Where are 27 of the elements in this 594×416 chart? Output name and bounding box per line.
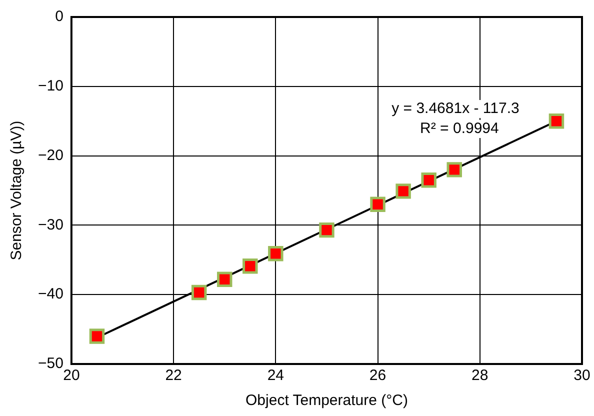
x-tick-label: 28 — [472, 367, 488, 384]
y-tick-label: −50 — [38, 355, 64, 372]
point — [548, 113, 564, 129]
x-tick-label: 26 — [369, 367, 386, 384]
annotation: y = 3.4681x - 117.3 — [392, 100, 520, 118]
annotation: R² = 0.9994 — [420, 120, 499, 138]
point — [268, 246, 284, 262]
point — [446, 162, 462, 178]
point — [421, 172, 436, 188]
y-tick-label: −40 — [38, 286, 64, 303]
y-tick-label: −20 — [38, 146, 64, 164]
y-axis-title: Sensor Voltage (µV)) — [8, 120, 26, 260]
point — [319, 222, 334, 238]
y-tick-label: 0 — [55, 8, 64, 26]
x-tick-label: 24 — [267, 367, 284, 384]
point — [242, 258, 258, 274]
x-tick-label: 20 — [63, 367, 80, 384]
point — [191, 284, 207, 300]
x-tick-label: 22 — [165, 367, 182, 384]
point — [396, 184, 411, 199]
y-tick-label: −10 — [38, 78, 64, 95]
x-tick-label: 30 — [574, 367, 590, 384]
point — [89, 328, 105, 344]
point — [216, 272, 232, 287]
y-tick-label: −30 — [38, 216, 64, 234]
x-axis-title: Object Temperature (°C) — [245, 392, 408, 410]
point — [370, 196, 386, 212]
